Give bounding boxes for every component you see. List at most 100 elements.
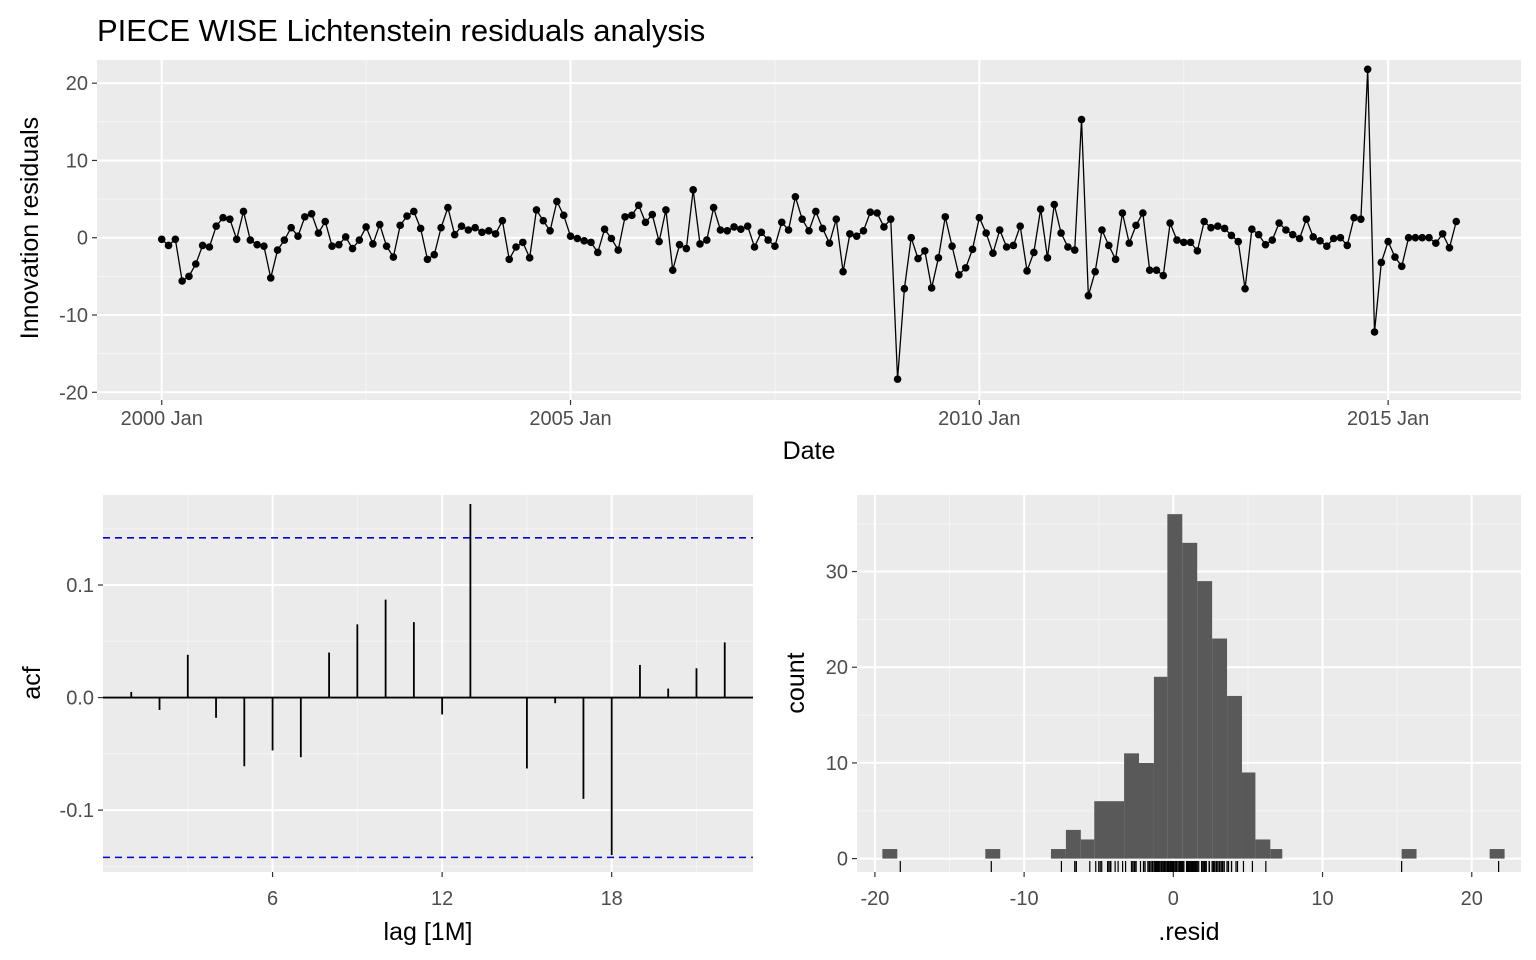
ts-x-tick-label: 2015 Jan <box>1347 408 1429 430</box>
ts-y-tick-label: 20 <box>66 73 88 95</box>
ts-residual-point <box>1064 243 1072 251</box>
ts-residual-point <box>852 232 861 240</box>
ts-residual-point <box>1411 233 1420 242</box>
ts-residual-point <box>1336 233 1345 242</box>
ts-residual-point <box>975 213 984 222</box>
ts-y-tick-label: -10 <box>59 305 88 327</box>
ts-x-tick-label: 2010 Jan <box>938 408 1020 430</box>
ts-residual-point <box>1275 219 1283 227</box>
ts-residual-point <box>212 222 221 230</box>
ts-residual-point <box>1200 217 1208 226</box>
ts-residual-point <box>389 253 398 261</box>
ts-residual-point <box>1302 215 1311 223</box>
hist-bar <box>1080 839 1095 859</box>
ts-residual-point <box>369 240 377 248</box>
ts-x-tick-label: 2000 Jan <box>121 408 203 430</box>
ts-residual-point <box>1152 266 1161 274</box>
ts-gridlines <box>97 60 1521 400</box>
ts-residual-point <box>866 208 875 217</box>
ts-residual-point <box>273 246 282 254</box>
ts-residual-point <box>771 242 779 251</box>
hist-y-tick-labels: 0 10 20 30 <box>826 562 857 871</box>
ts-residual-point <box>1288 230 1297 239</box>
ts-residual-point <box>696 240 704 248</box>
ts-residual-point <box>232 235 241 244</box>
ts-residual-point <box>171 235 180 244</box>
hist-x-axis-title: .resid <box>1158 918 1219 946</box>
hist-bar <box>1094 801 1125 859</box>
ts-residual-point <box>1016 222 1025 230</box>
ts-y-tick-labels: -20 -10 0 10 20 <box>59 73 97 404</box>
ts-residual-point <box>593 248 602 257</box>
ts-residual-point <box>164 241 173 250</box>
ts-residual-point <box>1193 247 1202 255</box>
ts-residual-point <box>777 218 786 227</box>
ts-residual-point <box>784 226 793 234</box>
ts-residual-point <box>566 232 575 240</box>
ts-residual-point <box>1030 248 1038 257</box>
ts-residual-point <box>839 267 847 276</box>
acf-panel: 6 12 18 -0.1 0.0 0.1 lag [1M] acf <box>18 495 753 946</box>
ts-residual-point <box>737 225 745 234</box>
ts-residual-point <box>1002 243 1011 251</box>
ts-series <box>157 65 1461 383</box>
ts-residual-point <box>1036 205 1045 213</box>
ts-residual-point <box>1179 238 1188 247</box>
ts-residual-point <box>914 254 922 263</box>
ts-residual-point <box>682 244 691 253</box>
ts-y-axis-title: Innovation residuals <box>16 117 44 339</box>
ts-residual-point <box>484 226 493 235</box>
ts-residual-point <box>1145 266 1154 274</box>
ts-residual-point <box>1438 230 1447 238</box>
ts-residual-point <box>702 236 711 244</box>
ts-residual-point <box>600 225 609 234</box>
ts-residual-point <box>689 186 697 194</box>
hist-x-tick-label: 10 <box>1311 888 1333 910</box>
ts-residual-point <box>1254 230 1263 239</box>
hist-bar <box>1270 849 1283 859</box>
acf-x-axis-title: lag [1M] <box>384 918 473 946</box>
ts-residual-point <box>539 216 548 225</box>
ts-residual-point <box>955 271 963 279</box>
ts-residual-point <box>382 242 391 251</box>
ts-residual-point <box>1023 267 1031 275</box>
hist-bar <box>985 849 1001 859</box>
ts-residual-point <box>934 254 943 262</box>
ts-residual-point <box>1166 219 1174 227</box>
ts-residual-point <box>328 242 336 251</box>
ts-residual-point <box>1343 241 1352 250</box>
ts-residual-point <box>927 284 936 292</box>
ts-residual-point <box>1207 223 1215 232</box>
hist-bar <box>1182 542 1198 859</box>
ts-residual-point <box>1077 115 1086 124</box>
ts-residual-point <box>1391 253 1399 261</box>
ts-residual-point <box>750 243 759 251</box>
ts-residual-point <box>723 226 732 235</box>
ts-residual-point <box>1220 224 1229 233</box>
ts-residual-point <box>239 207 248 216</box>
ts-residual-point <box>1050 200 1059 209</box>
ts-residual-point <box>634 201 643 210</box>
ts-y-tick-label: -20 <box>59 382 88 404</box>
ts-x-tick-label: 2005 Jan <box>529 408 611 430</box>
ts-residual-point <box>961 264 970 272</box>
ts-residual-point <box>1418 233 1427 242</box>
ts-residual-point <box>1425 233 1433 242</box>
ts-residual-point <box>580 237 588 245</box>
hist-bars <box>882 514 1505 859</box>
hist-y-tick-label: 30 <box>826 562 848 584</box>
ts-residual-point <box>832 215 841 223</box>
hist-rug <box>899 861 1500 872</box>
ts-residual-point <box>457 222 466 230</box>
ts-residual-point <box>1098 226 1106 234</box>
ts-residual-point <box>430 250 439 259</box>
ts-residual-point <box>294 232 302 240</box>
ts-residual-point <box>253 240 261 249</box>
ts-x-axis-title: Date <box>783 437 836 465</box>
ts-residual-point <box>825 239 834 247</box>
ts-residual-point <box>464 226 473 234</box>
acf-y-tick-label: 0.1 <box>66 575 94 597</box>
ts-residual-point <box>1329 234 1338 243</box>
ts-residual-point <box>280 236 289 244</box>
ts-residual-point <box>512 243 520 251</box>
